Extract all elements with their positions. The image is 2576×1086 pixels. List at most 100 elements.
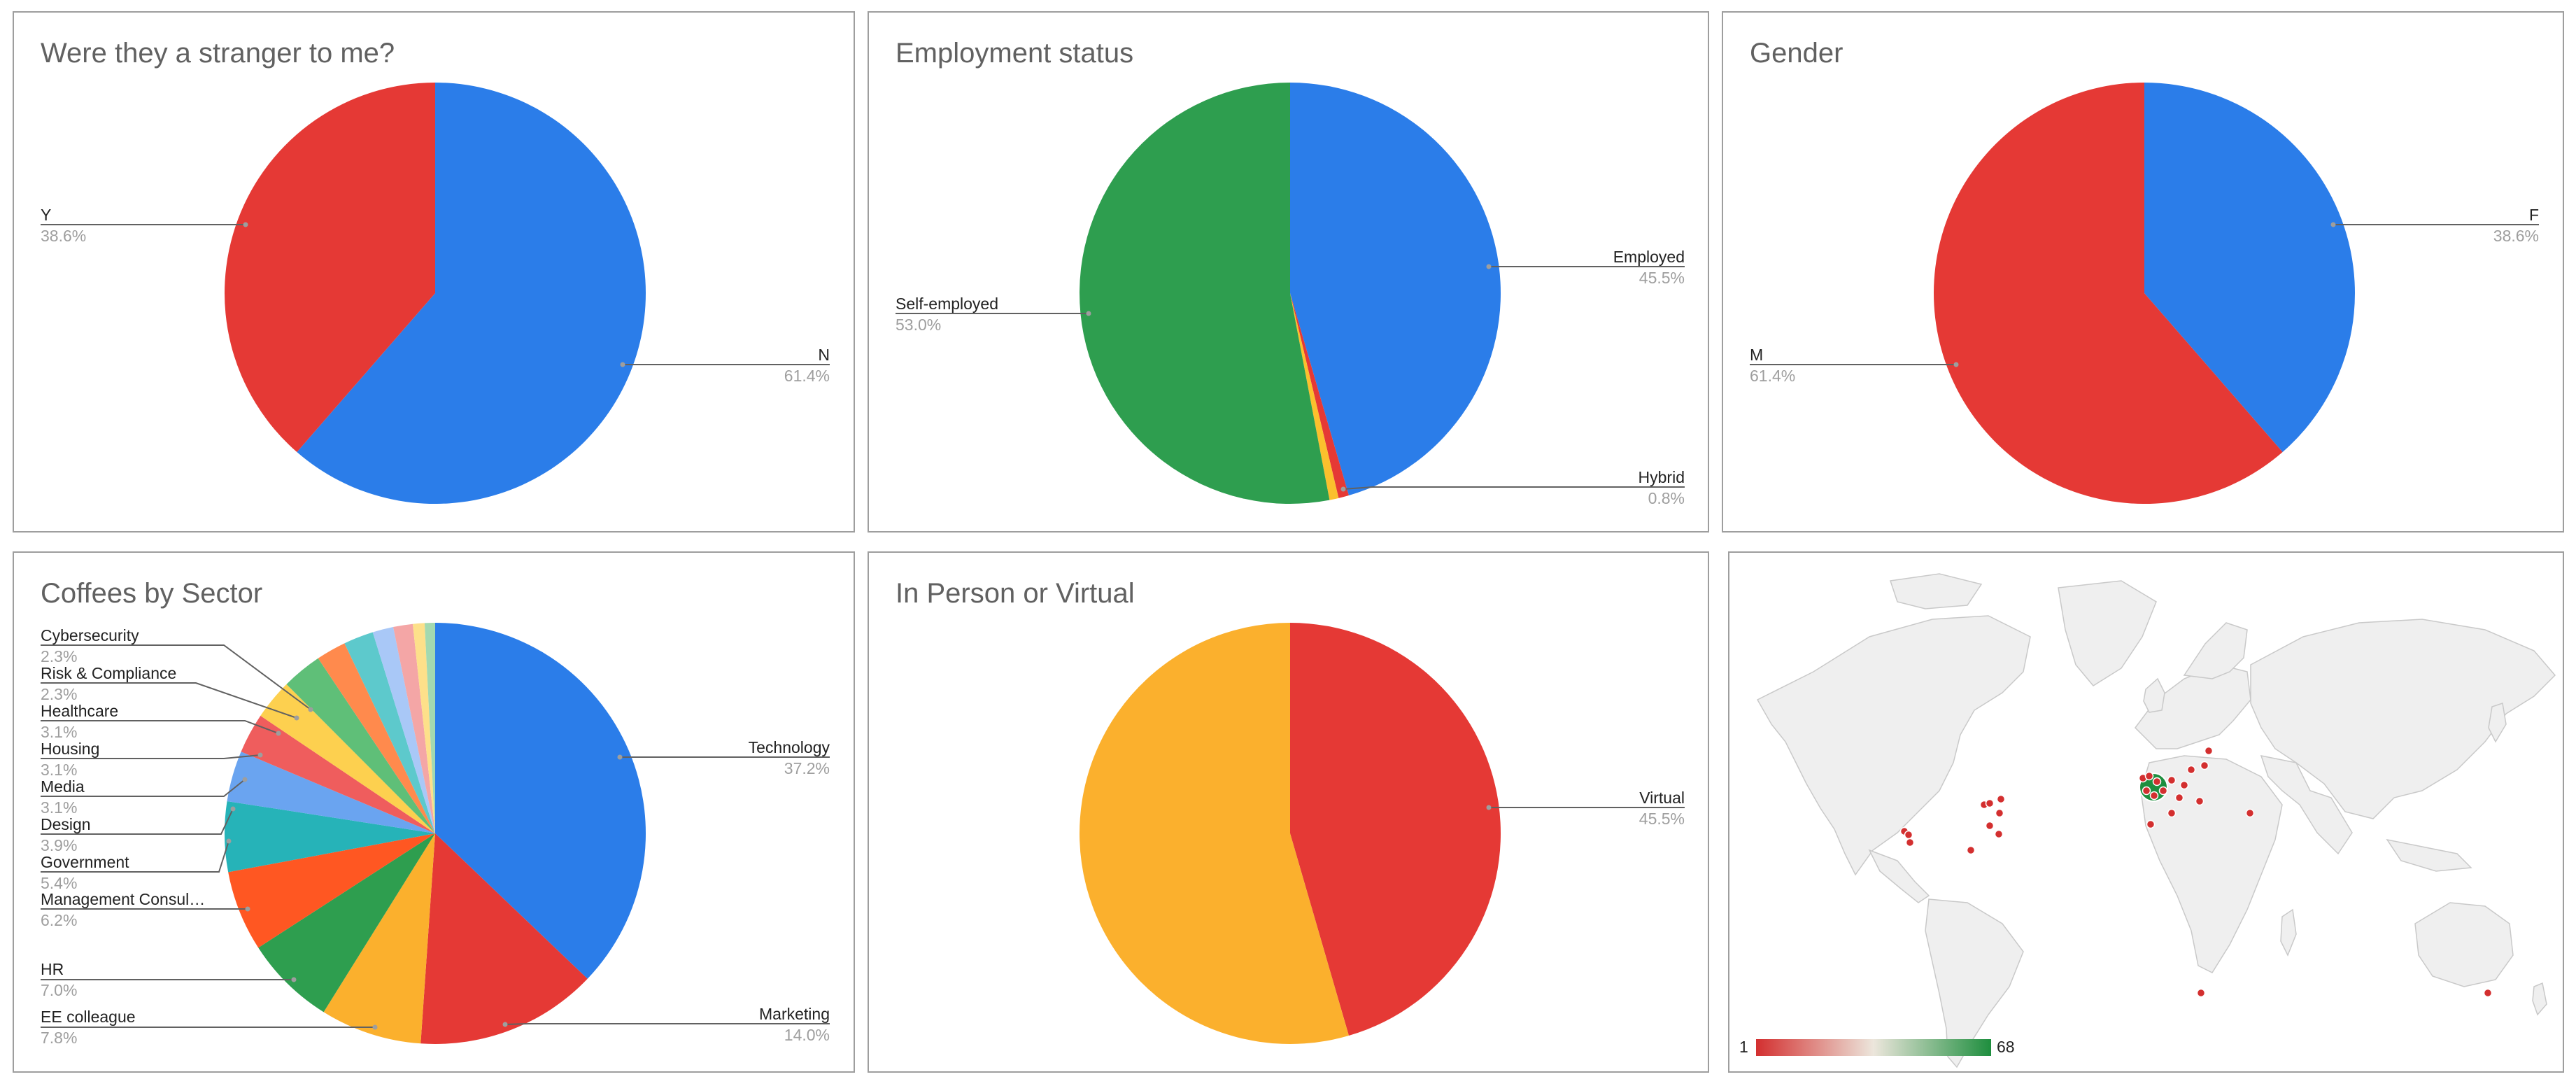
svg-text:14.0%: 14.0%	[784, 1026, 830, 1044]
legend-max-label: 68	[1997, 1038, 2015, 1056]
pie-label-m: M 61.4%	[1750, 346, 1959, 385]
pie-chart-sector: Coffees by Sector Technology 37.2%	[41, 578, 830, 1047]
map-marker[interactable]	[2483, 988, 2493, 998]
pie-label-f: F 38.6%	[2330, 206, 2539, 245]
pie-slice-virtual[interactable]	[1290, 623, 1501, 1036]
map-marker[interactable]	[1966, 845, 1976, 855]
landmass-greenland	[2058, 580, 2157, 686]
map-marker[interactable]	[2142, 786, 2151, 796]
pie-slice-hr[interactable]	[258, 833, 435, 1013]
legend-gradient-bar	[1756, 1039, 1991, 1056]
map-marker[interactable]	[2195, 796, 2205, 806]
svg-text:Cybersecurity: Cybersecurity	[41, 626, 139, 644]
pie-label-design: Design 3.9%	[41, 806, 236, 854]
landmass-madagascar	[2280, 908, 2297, 957]
map-marker[interactable]	[2196, 988, 2206, 998]
svg-text:EE colleague: EE colleague	[41, 1008, 136, 1026]
map-marker[interactable]	[2158, 786, 2168, 796]
pie-slice-ee-colleague[interactable]	[323, 833, 435, 1044]
map-marker[interactable]	[1905, 838, 1915, 847]
pie-slice-employed[interactable]	[1290, 83, 1501, 496]
pie-slice-self-employed[interactable]	[1080, 83, 1330, 505]
map-marker[interactable]	[2152, 777, 2162, 787]
pie-slice-design[interactable]	[227, 752, 435, 833]
pie-label-media: Media 3.1%	[41, 777, 248, 817]
svg-text:37.2%: 37.2%	[784, 759, 830, 777]
pie-slice-government[interactable]	[225, 801, 435, 873]
landmass-australia	[2414, 902, 2514, 987]
pie-slice-other-4[interactable]	[424, 623, 435, 833]
pie-slice-media[interactable]	[241, 715, 435, 833]
map-marker[interactable]	[1996, 794, 2006, 804]
pie-slice-other-3[interactable]	[412, 623, 435, 833]
map-marker[interactable]	[1994, 829, 2004, 839]
pie-slice-management-consulting[interactable]	[228, 833, 435, 948]
map-marker[interactable]	[2146, 819, 2156, 829]
pie-slice-m[interactable]	[1933, 83, 2283, 504]
map-marker[interactable]	[1995, 808, 2004, 818]
pie-slice-unlabeled[interactable]	[1290, 293, 1339, 500]
pie-slice-marketing[interactable]	[420, 833, 588, 1044]
svg-text:Design: Design	[41, 815, 91, 833]
pie-label-technology: Technology 37.2%	[617, 738, 830, 777]
map-marker[interactable]	[2144, 771, 2154, 781]
svg-text:Management Consul…: Management Consul…	[41, 890, 205, 908]
pie-slice-healthcare[interactable]	[286, 658, 435, 833]
pie-label-housing: Housing 3.1%	[41, 740, 263, 779]
landmass-asia	[2250, 619, 2556, 819]
chart-panel-stranger: Were they a stranger to me? N 61.4% Y 38…	[13, 11, 855, 533]
map-marker[interactable]	[2167, 775, 2177, 785]
chart-title: Were they a stranger to me?	[41, 38, 395, 69]
svg-text:5.4%: 5.4%	[41, 874, 77, 892]
map-marker[interactable]	[2149, 791, 2159, 801]
map-marker[interactable]	[2186, 765, 2196, 775]
map-marker[interactable]	[2167, 808, 2177, 818]
map-marker[interactable]	[2179, 780, 2189, 790]
svg-text:Healthcare: Healthcare	[41, 702, 118, 720]
svg-text:Employed: Employed	[1613, 248, 1685, 266]
pie-chart-employment: Employment status Employed 45.5% Hybrid …	[896, 38, 1685, 507]
color-legend: 1 68	[1739, 1038, 2015, 1056]
pie-slice-f[interactable]	[2144, 83, 2355, 453]
svg-text:6.2%: 6.2%	[41, 911, 77, 929]
chart-panel-in-person-virtual: In Person or Virtual Virtual 45.5%	[868, 551, 1709, 1073]
map-marker[interactable]	[1985, 821, 1995, 831]
svg-text:2.3%: 2.3%	[41, 647, 77, 665]
map-markers	[1899, 746, 2493, 998]
svg-text:0.8%: 0.8%	[1648, 489, 1685, 507]
pie-label-hr: HR 7.0%	[41, 960, 297, 999]
pie-slice-other-1[interactable]	[372, 627, 435, 833]
pie-slice-y[interactable]	[225, 83, 435, 453]
pie-slice-technology[interactable]	[435, 623, 646, 979]
pie-slice-risk-compliance[interactable]	[318, 643, 435, 833]
map-marker[interactable]	[1904, 830, 1913, 840]
pie-chart-stranger: Were they a stranger to me? N 61.4% Y 38…	[41, 38, 830, 504]
pie-slice-cybersecurity[interactable]	[344, 632, 435, 833]
svg-text:Media: Media	[41, 777, 85, 796]
svg-text:M: M	[1750, 346, 1763, 364]
svg-text:2.3%: 2.3%	[41, 685, 77, 703]
landmass-south-asia	[2260, 755, 2353, 855]
pie-slice-n[interactable]	[297, 83, 646, 504]
map-marker[interactable]	[2245, 808, 2255, 818]
pie-slice-housing[interactable]	[260, 684, 435, 833]
svg-text:38.6%: 38.6%	[2493, 227, 2539, 245]
svg-text:3.1%: 3.1%	[41, 723, 77, 741]
svg-text:45.5%: 45.5%	[1639, 810, 1685, 828]
map-marker[interactable]	[2200, 761, 2209, 770]
pie-slices	[225, 83, 646, 504]
pie-label-ee-colleague: EE colleague 7.8%	[41, 1008, 378, 1047]
map-marker[interactable]	[2204, 746, 2214, 756]
pie-slice-hybrid[interactable]	[1290, 293, 1349, 498]
pie-slice-other-2[interactable]	[393, 623, 435, 833]
chart-panel-employment: Employment status Employed 45.5% Hybrid …	[868, 11, 1709, 533]
chart-panel-sector: Coffees by Sector Technology 37.2%	[13, 551, 855, 1073]
map-marker[interactable]	[2174, 793, 2184, 803]
landmass-north-america	[1756, 615, 2031, 876]
pie-slice-in-person[interactable]	[1080, 623, 1349, 1044]
svg-text:N: N	[818, 346, 830, 364]
map-marker[interactable]	[1985, 798, 1995, 808]
svg-text:3.1%: 3.1%	[41, 798, 77, 817]
svg-text:61.4%: 61.4%	[784, 367, 830, 385]
pie-chart-gender: Gender F 38.6% M 61.4%	[1750, 38, 2539, 504]
